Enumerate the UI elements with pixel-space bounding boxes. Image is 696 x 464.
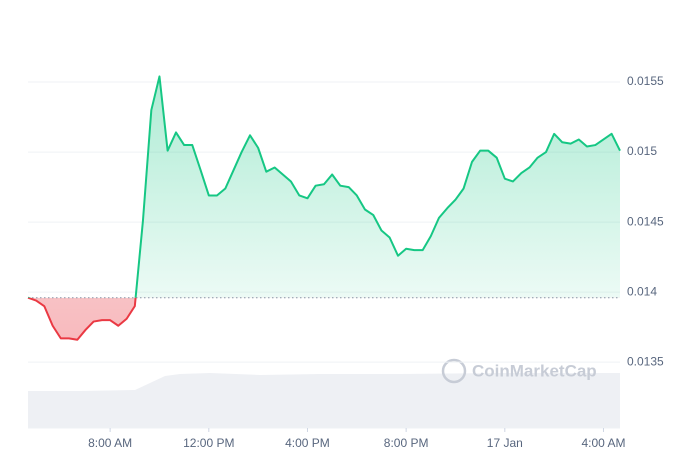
y-tick-label: 0.0155	[627, 74, 664, 88]
x-tick-label: 8:00 AM	[88, 436, 132, 450]
x-tick-label: 4:00 PM	[285, 436, 330, 450]
price-line-below	[27, 297, 137, 341]
x-tick-label: 12:00 PM	[183, 436, 234, 450]
x-tick-label: 4:00 AM	[581, 436, 625, 450]
watermark: CoinMarketCap	[441, 358, 597, 384]
y-tick-label: 0.015	[627, 144, 657, 158]
y-tick-label: 0.0135	[627, 354, 664, 368]
volume-area	[28, 373, 620, 428]
area-above	[28, 76, 620, 298]
area-below	[28, 297, 136, 340]
x-tick-label: 17 Jan	[487, 436, 523, 450]
watermark-text: CoinMarketCap	[472, 361, 597, 380]
price-line-above	[28, 75, 621, 298]
y-tick-label: 0.014	[627, 284, 657, 298]
x-tick-label: 8:00 PM	[384, 436, 429, 450]
watermark-logo	[441, 358, 467, 384]
y-tick-label: 0.0145	[627, 214, 664, 228]
